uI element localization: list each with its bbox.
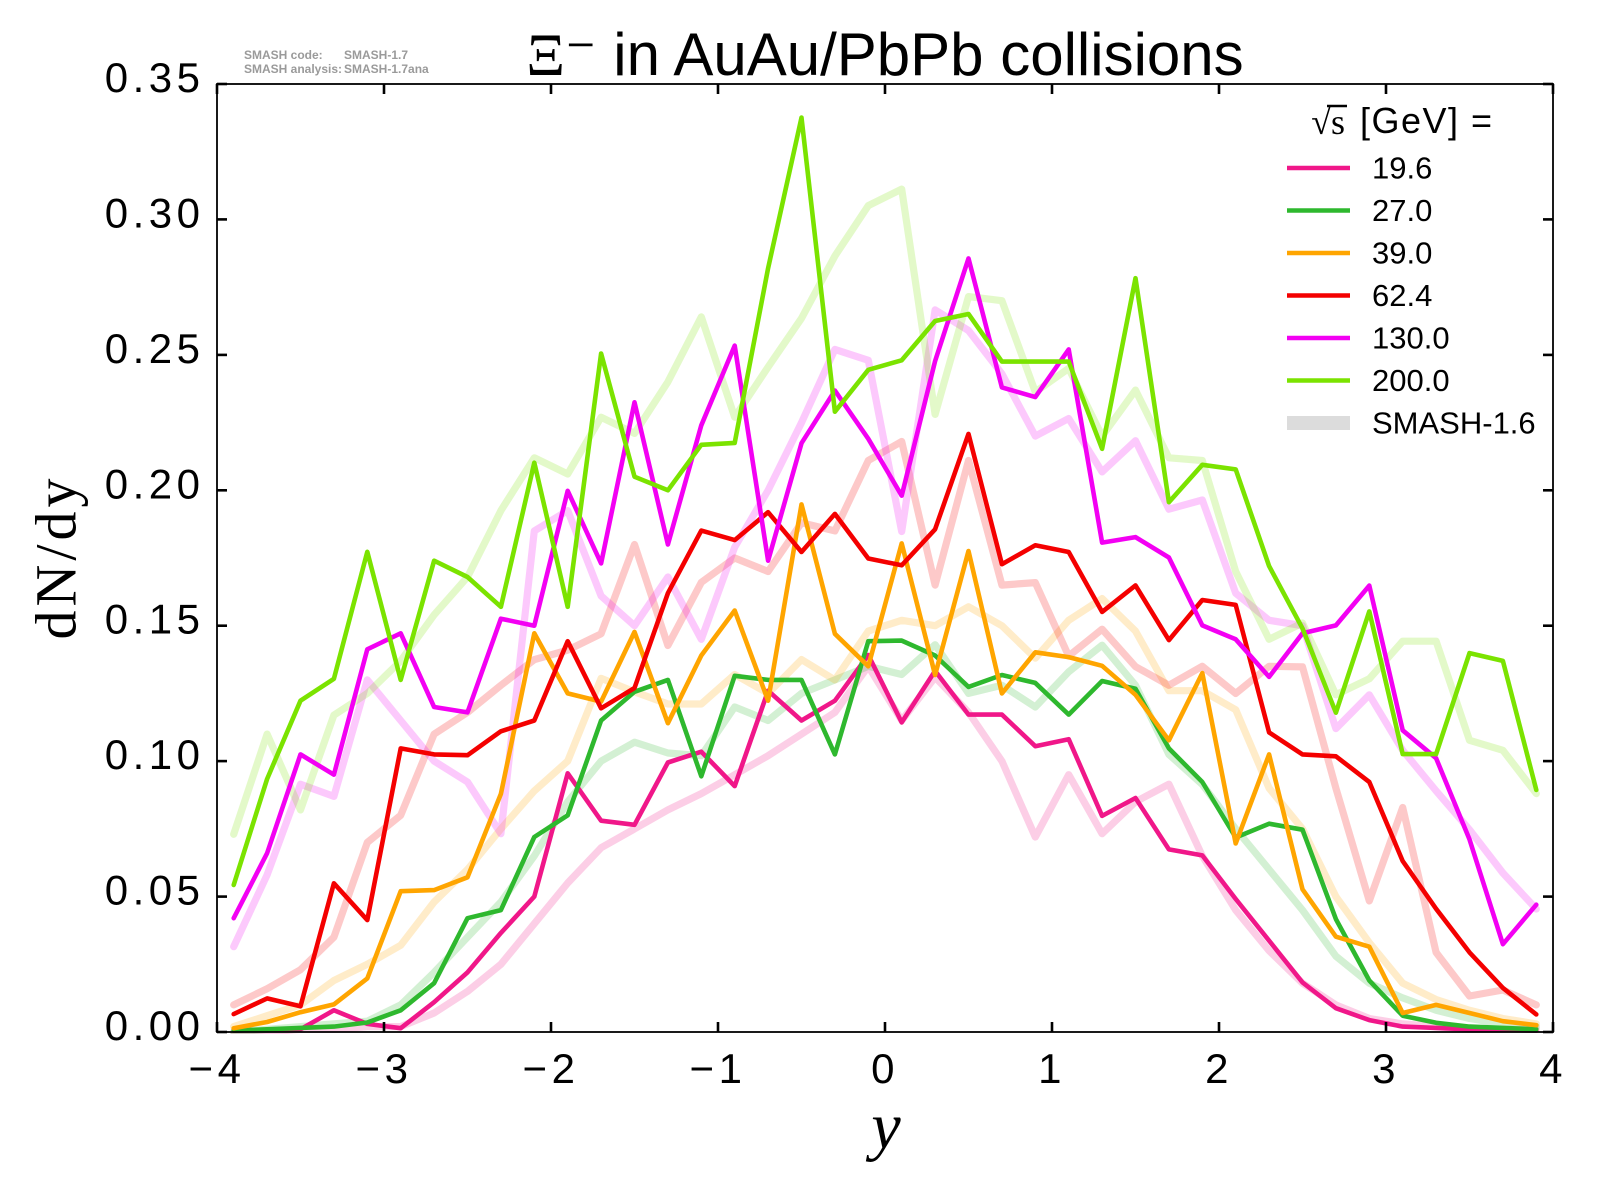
svg-text:[GeV] =: [GeV] = (1360, 100, 1494, 141)
svg-text:−2: −2 (523, 1045, 580, 1092)
svg-text:dN/dy: dN/dy (23, 475, 88, 640)
svg-text:0.35: 0.35 (105, 54, 205, 101)
svg-text:−1: −1 (690, 1045, 747, 1092)
svg-text:SMASH-1.7ana: SMASH-1.7ana (344, 62, 429, 76)
svg-text:0: 0 (871, 1045, 899, 1092)
svg-text:SMASH-1.7: SMASH-1.7 (344, 48, 408, 62)
svg-text:19.6: 19.6 (1372, 151, 1432, 186)
svg-text:0.00: 0.00 (105, 1002, 205, 1049)
svg-text:1: 1 (1038, 1045, 1066, 1092)
svg-text:Ξ⁻ in AuAu/PbPb collisions: Ξ⁻ in AuAu/PbPb collisions (526, 21, 1243, 88)
svg-text:0.10: 0.10 (105, 731, 205, 778)
svg-text:62.4: 62.4 (1372, 278, 1432, 313)
svg-text:0.20: 0.20 (105, 460, 205, 507)
svg-text:2: 2 (1205, 1045, 1233, 1092)
svg-text:130.0: 130.0 (1372, 321, 1450, 356)
svg-text:−3: −3 (356, 1045, 413, 1092)
svg-text:−4: −4 (189, 1045, 246, 1092)
svg-text:SMASH-1.6: SMASH-1.6 (1372, 406, 1536, 441)
svg-text:200.0: 200.0 (1372, 363, 1450, 398)
svg-text:4: 4 (1539, 1045, 1567, 1092)
svg-text:SMASH analysis:: SMASH analysis: (244, 62, 342, 76)
svg-text:0.15: 0.15 (105, 596, 205, 643)
svg-text:39.0: 39.0 (1372, 236, 1432, 271)
svg-text:y: y (865, 1090, 901, 1163)
svg-text:3: 3 (1372, 1045, 1400, 1092)
svg-text:SMASH code:: SMASH code: (244, 48, 323, 62)
svg-text:√s: √s (1311, 102, 1345, 142)
svg-text:0.25: 0.25 (105, 325, 205, 372)
svg-text:0.05: 0.05 (105, 867, 205, 914)
svg-text:27.0: 27.0 (1372, 193, 1432, 228)
svg-text:0.30: 0.30 (105, 189, 205, 236)
